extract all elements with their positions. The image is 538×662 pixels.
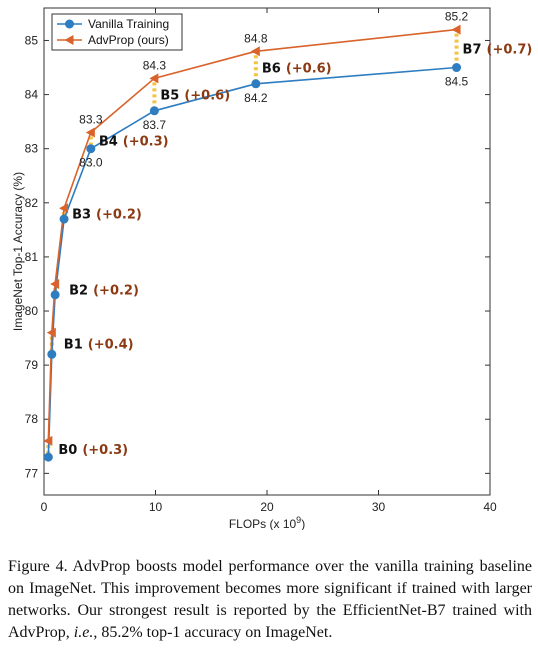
legend-vanilla-marker xyxy=(65,19,74,29)
legend-box xyxy=(51,13,183,51)
vanilla-point xyxy=(43,452,53,462)
model-annotation: B2 (+0.2) xyxy=(69,283,139,298)
advprop-value-label: 85.2 xyxy=(445,10,469,24)
model-annotation: B4 (+0.3) xyxy=(99,135,169,150)
advprop-point xyxy=(46,327,56,338)
advprop-point xyxy=(59,203,69,214)
model-name: B3 xyxy=(72,208,91,223)
model-gain: (+0.4) xyxy=(88,337,134,352)
model-annotation: B0 (+0.3) xyxy=(58,443,128,458)
model-name: B0 xyxy=(58,443,77,458)
model-name: B1 xyxy=(64,337,83,352)
vanilla-point xyxy=(149,106,159,116)
vanilla-point xyxy=(47,349,57,359)
x-tick-label: 20 xyxy=(260,500,274,514)
y-tick-label: 77 xyxy=(25,466,39,480)
advprop-value-label: 83.3 xyxy=(79,112,103,126)
vanilla-value-label: 84.2 xyxy=(244,91,268,105)
caption-tail: , 85.2% top-1 accuracy on ImageNet. xyxy=(93,624,333,641)
y-tick-label: 78 xyxy=(25,412,39,426)
model-name: B6 xyxy=(262,62,281,77)
advprop-value-label: 84.8 xyxy=(244,31,268,45)
vanilla-point xyxy=(50,290,60,300)
model-gain: (+0.7) xyxy=(487,43,533,58)
vanilla-point xyxy=(452,63,462,73)
legend-vanilla-label: Vanilla Training xyxy=(88,17,169,31)
x-tick-label: 10 xyxy=(149,500,163,514)
y-tick-label: 81 xyxy=(25,250,39,264)
vanilla-value-label: 84.5 xyxy=(445,75,469,89)
model-gain: (+0.6) xyxy=(286,62,332,77)
advprop-line xyxy=(47,28,457,441)
model-name: B7 xyxy=(463,43,482,58)
model-annotation: B6 (+0.6) xyxy=(262,62,332,77)
model-gain: (+0.3) xyxy=(123,135,169,150)
y-tick-label: 79 xyxy=(25,358,39,372)
chart-svg: 0 10 20 30 40 77 78 79 80 81 82 83 84 85 FLOPs (x 109)… xyxy=(11,7,533,530)
legend-advprop-label: AdvProp (ours) xyxy=(88,33,169,47)
vanilla-point xyxy=(59,214,69,224)
advprop-point xyxy=(451,24,461,35)
vanilla-value-label: 83.7 xyxy=(143,118,167,132)
y-axis-label: ImageNet Top-1 Accuracy (%) xyxy=(11,172,25,331)
y-tick-label: 84 xyxy=(25,88,39,102)
y-tick-label: 82 xyxy=(25,196,39,210)
chart-figure: 0 10 20 30 40 77 78 79 80 81 82 83 84 85 FLOPs (x 109)… xyxy=(11,7,533,530)
plot-frame xyxy=(43,7,491,496)
figure-caption: Figure 4. AdvProp boosts model performan… xyxy=(8,556,532,644)
x-tick-label: 0 xyxy=(41,500,48,514)
x-tick-label: 30 xyxy=(372,500,386,514)
advprop-point xyxy=(85,127,95,138)
y-tick-label: 85 xyxy=(25,33,39,47)
model-gain: (+0.2) xyxy=(93,283,139,298)
model-annotation: B3 (+0.2) xyxy=(72,208,142,223)
caption-ie: i.e. xyxy=(73,624,94,641)
model-annotation: B5 (+0.6) xyxy=(160,89,230,104)
model-annotation: B7 (+0.7) xyxy=(463,43,533,58)
model-gain: (+0.6) xyxy=(184,89,230,104)
legend-advprop-marker xyxy=(64,35,74,45)
vanilla-point xyxy=(86,144,96,154)
model-annotation: B1 (+0.4) xyxy=(64,337,134,352)
vanilla-value-label: 83.0 xyxy=(79,156,103,170)
x-tick-label: 40 xyxy=(483,500,497,514)
model-gain: (+0.3) xyxy=(82,443,128,458)
model-name: B2 xyxy=(69,283,88,298)
advprop-point xyxy=(250,46,260,57)
model-gain: (+0.2) xyxy=(96,208,142,223)
vanilla-point xyxy=(251,79,261,89)
advprop-point xyxy=(149,73,159,84)
caption-lead: Figure 4. AdvProp boosts model performan… xyxy=(8,558,532,641)
advprop-value-label: 84.3 xyxy=(143,58,167,72)
x-axis-label: FLOPs (x 109) xyxy=(229,515,305,530)
vanilla-line xyxy=(47,66,457,458)
advprop-point xyxy=(50,278,60,289)
advprop-point xyxy=(43,435,53,446)
y-tick-label: 83 xyxy=(25,142,39,156)
model-name: B5 xyxy=(160,89,179,104)
y-tick-label: 80 xyxy=(25,304,39,318)
model-name: B4 xyxy=(99,135,118,150)
